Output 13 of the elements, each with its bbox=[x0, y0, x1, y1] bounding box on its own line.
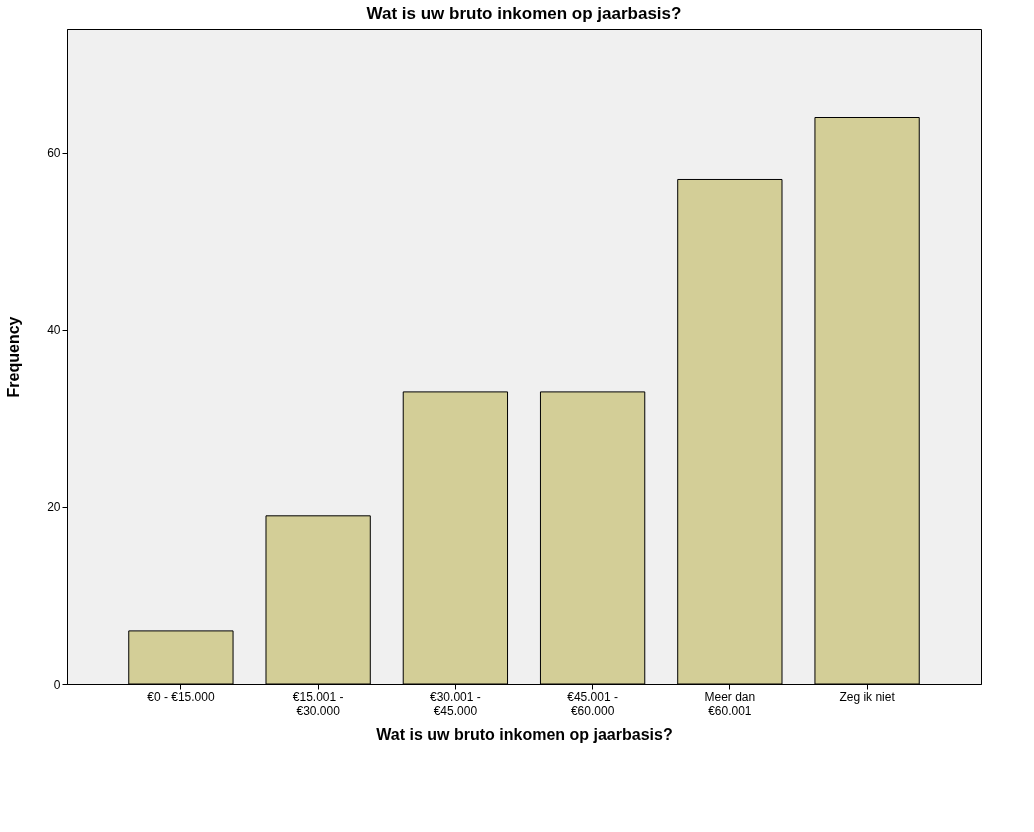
y-tick-label: 60 bbox=[47, 146, 61, 161]
y-tick-label: 40 bbox=[47, 323, 61, 338]
x-tick-label: Zeg ik niet bbox=[839, 689, 896, 704]
x-tick-label: €15.001 - €30.000 bbox=[292, 689, 344, 718]
x-axis-title: Wat is uw bruto inkomen op jaarbasis? bbox=[376, 725, 673, 743]
x-tick-label: Meer dan €60.001 bbox=[704, 689, 756, 718]
x-tick-label: €0 - €15.000 bbox=[147, 689, 215, 704]
x-tick-label: €45.001 - €60.000 bbox=[567, 689, 618, 718]
y-tick-label: 0 bbox=[53, 677, 61, 692]
chart-title: Wat is uw bruto inkomen op jaarbasis? bbox=[366, 4, 682, 23]
y-axis-title: Frequency bbox=[5, 316, 23, 398]
y-tick-label: 20 bbox=[47, 500, 61, 515]
x-tick-label: €30.001 - €45.000 bbox=[430, 689, 481, 718]
